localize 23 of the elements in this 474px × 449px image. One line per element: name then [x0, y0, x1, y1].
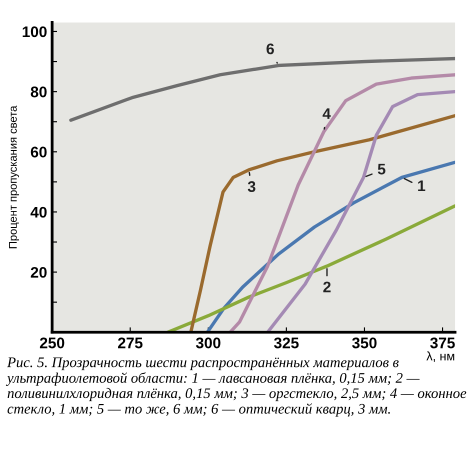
x-tick-label: 350 — [352, 338, 377, 348]
line-series — [206, 160, 456, 332]
series-label: 3 — [248, 181, 256, 192]
line-series — [228, 73, 456, 332]
series-label: 6 — [266, 43, 274, 54]
line-series — [69, 56, 456, 122]
x-tick-label: 325 — [274, 338, 299, 348]
y-tick-label: 40 — [30, 206, 47, 218]
series-label: 1 — [418, 180, 426, 192]
line-series — [266, 90, 456, 332]
x-tick-label: 375 — [430, 338, 455, 348]
y-tick-label: 60 — [30, 146, 47, 158]
y-tick-label: 80 — [30, 86, 47, 98]
y-tick-label: 100 — [22, 26, 47, 38]
y-axis-title: Процент пропускания света — [9, 106, 20, 248]
series-label: 5 — [378, 164, 386, 175]
line-series — [166, 204, 456, 332]
y-tick-label: 20 — [30, 266, 47, 278]
series-label: 2 — [323, 282, 331, 292]
x-tick-label: 250 — [40, 338, 64, 348]
x-tick-label: 300 — [196, 338, 220, 348]
x-tick-label: 275 — [118, 338, 143, 348]
series-label: 4 — [322, 108, 331, 119]
